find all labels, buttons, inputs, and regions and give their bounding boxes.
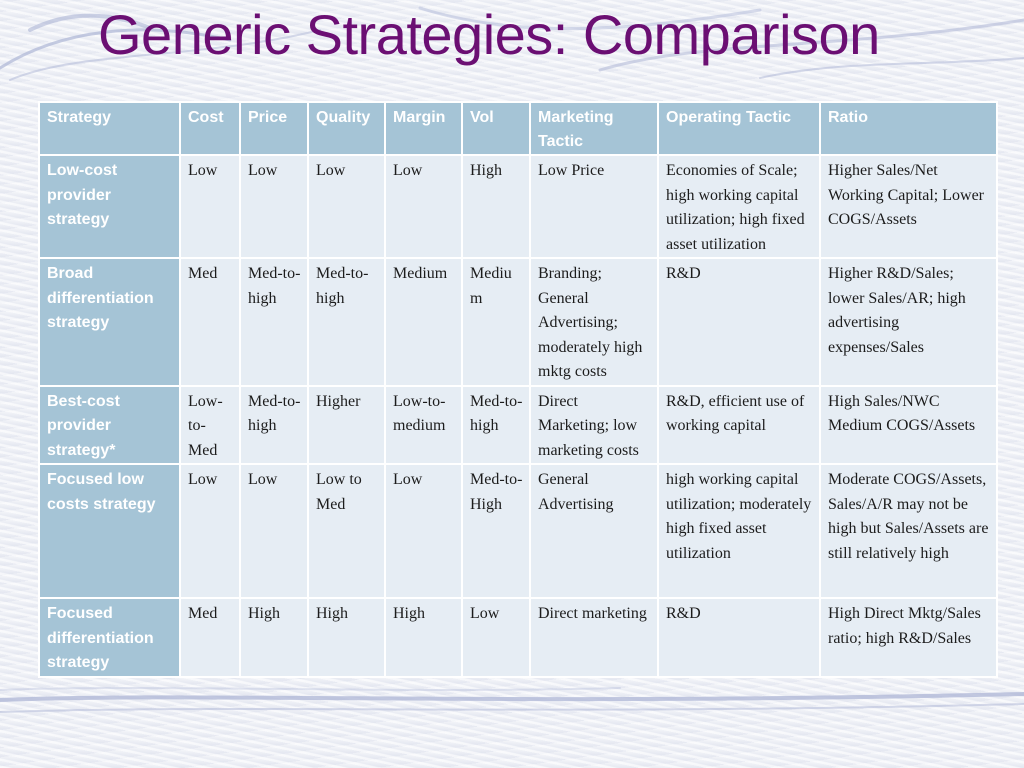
cell-margin: Low <box>384 154 463 259</box>
header-operating-tactic: Operating Tactic <box>657 101 821 156</box>
row-strategy-name: Broad differentiation strategy <box>38 257 181 387</box>
row-strategy-name: Low-cost provider strategy <box>38 154 181 259</box>
row-strategy-name: Focused low costs strategy <box>38 463 181 599</box>
cell-marketing-tactic: Low Price <box>529 154 659 259</box>
row-strategy-name: Focused differentiation strategy <box>38 597 181 678</box>
header-margin: Margin <box>384 101 463 156</box>
table-row: Broad differentiation strategy Med Med-t… <box>38 257 998 387</box>
cell-operating-tactic: R&D, efficient use of working capital <box>657 384 821 465</box>
cell-vol: Med-to-High <box>461 463 531 599</box>
header-ratio: Ratio <box>819 101 998 156</box>
cell-ratio: Higher R&D/Sales; lower Sales/AR; high a… <box>819 257 998 387</box>
cell-cost: Low-to-Med <box>179 384 241 465</box>
table-row: Focused low costs strategy Low Low Low t… <box>38 463 998 599</box>
table-row: Focused differentiation strategy Med Hig… <box>38 597 998 678</box>
cell-operating-tactic: Economies of Scale; high working capital… <box>657 154 821 259</box>
cell-quality: Med-to-high <box>307 257 386 387</box>
strategies-comparison-table: Strategy Cost Price Quality Margin Vol M… <box>38 101 998 678</box>
table-row: Best-cost provider strategy* Low-to-Med … <box>38 384 998 465</box>
cell-margin: Medium <box>384 257 463 387</box>
cell-quality: High <box>307 597 386 678</box>
cell-quality: Higher <box>307 384 386 465</box>
cell-price: Med-to-high <box>239 384 309 465</box>
cell-marketing-tactic: Branding; General Advertising; moderatel… <box>529 257 659 387</box>
header-vol: Vol <box>461 101 531 156</box>
cell-margin: High <box>384 597 463 678</box>
cell-price: Med-to-high <box>239 257 309 387</box>
cell-quality: Low to Med <box>307 463 386 599</box>
row-strategy-name: Best-cost provider strategy* <box>38 384 181 465</box>
cell-ratio: High Sales/NWC Medium COGS/Assets <box>819 384 998 465</box>
header-quality: Quality <box>307 101 386 156</box>
cell-ratio: High Direct Mktg/Sales ratio; high R&D/S… <box>819 597 998 678</box>
cell-cost: Low <box>179 154 241 259</box>
cell-ratio: Moderate COGS/Assets, Sales/A/R may not … <box>819 463 998 599</box>
cell-operating-tactic: high working capital utilization; modera… <box>657 463 821 599</box>
cell-cost: Med <box>179 257 241 387</box>
cell-vol: Low <box>461 597 531 678</box>
cell-marketing-tactic: General Advertising <box>529 463 659 599</box>
header-row: Strategy Cost Price Quality Margin Vol M… <box>38 101 998 156</box>
cell-marketing-tactic: Direct marketing <box>529 597 659 678</box>
cell-vol: High <box>461 154 531 259</box>
header-cost: Cost <box>179 101 241 156</box>
table-row: Low-cost provider strategy Low Low Low L… <box>38 154 998 259</box>
cell-operating-tactic: R&D <box>657 257 821 387</box>
slide-title: Generic Strategies: Comparison <box>98 3 880 66</box>
cell-price: Low <box>239 463 309 599</box>
cell-ratio: Higher Sales/Net Working Capital; Lower … <box>819 154 998 259</box>
cell-cost: Low <box>179 463 241 599</box>
cell-vol: Med-to-high <box>461 384 531 465</box>
cell-operating-tactic: R&D <box>657 597 821 678</box>
header-strategy: Strategy <box>38 101 181 156</box>
cell-price: Low <box>239 154 309 259</box>
cell-cost: Med <box>179 597 241 678</box>
header-price: Price <box>239 101 309 156</box>
cell-margin: Low-to-medium <box>384 384 463 465</box>
cell-marketing-tactic: Direct Marketing; low marketing costs <box>529 384 659 465</box>
header-marketing-tactic: Marketing Tactic <box>529 101 659 156</box>
cell-price: High <box>239 597 309 678</box>
cell-vol: Medium <box>461 257 531 387</box>
cell-quality: Low <box>307 154 386 259</box>
cell-margin: Low <box>384 463 463 599</box>
